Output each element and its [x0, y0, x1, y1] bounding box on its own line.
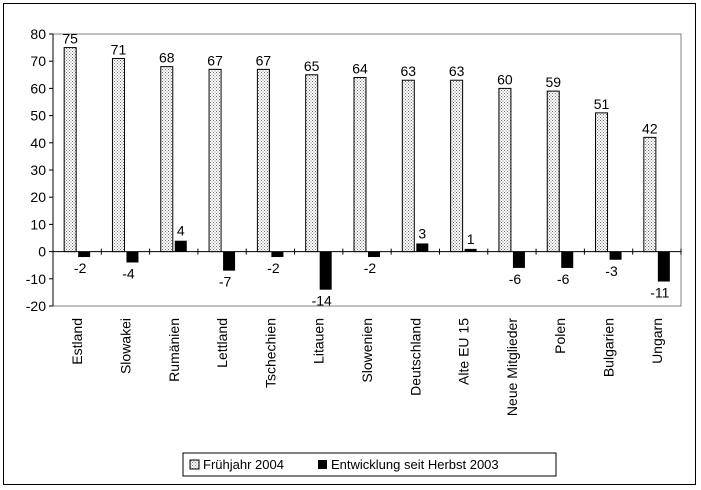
- data-label-fruehjahr: 59: [545, 74, 561, 90]
- bar-entwicklung: [319, 251, 332, 290]
- data-label-fruehjahr: 63: [449, 63, 465, 79]
- data-label-entwicklung: -2: [74, 260, 87, 276]
- bar-fruehjahr: [595, 112, 609, 253]
- data-label-fruehjahr: 67: [256, 52, 272, 68]
- data-label-fruehjahr: 67: [207, 52, 223, 68]
- y-tick-label: 30: [30, 162, 46, 178]
- bar-fruehjahr: [546, 90, 560, 253]
- y-tick-label: 20: [30, 189, 46, 205]
- bar-entwicklung: [464, 248, 477, 252]
- data-label-entwicklung: -4: [122, 265, 135, 281]
- x-category-label: Tschechien: [262, 318, 278, 388]
- data-label-entwicklung: -3: [605, 263, 618, 279]
- data-label-entwicklung: 4: [177, 223, 185, 239]
- bar-entwicklung: [609, 251, 622, 260]
- data-label-fruehjahr: 75: [62, 31, 78, 47]
- legend-label-fruehjahr: Frühjahr 2004: [203, 457, 284, 472]
- legend-swatch-entwicklung: [318, 460, 327, 469]
- data-label-entwicklung: -6: [509, 271, 522, 287]
- bar-entwicklung: [174, 240, 187, 252]
- y-tick-label: 50: [30, 108, 46, 124]
- x-category-label: Bulgarien: [601, 318, 617, 377]
- y-tick-label: -20: [26, 298, 46, 314]
- y-tick-label: 10: [30, 216, 46, 232]
- y-tick-label: -10: [26, 271, 46, 287]
- bar-entwicklung: [368, 251, 380, 258]
- x-category-label: Deutschland: [407, 318, 423, 396]
- bar-fruehjahr: [111, 57, 125, 253]
- data-label-fruehjahr: 51: [594, 96, 610, 112]
- y-tick-label: 80: [30, 26, 46, 42]
- data-label-fruehjahr: 42: [642, 120, 658, 136]
- y-tick-label: 40: [30, 135, 46, 151]
- bar-entwicklung: [126, 251, 139, 263]
- legend-swatch-fruehjahr: [189, 459, 200, 470]
- x-category-label: Slowakei: [117, 318, 133, 374]
- x-category-label: Lettland: [214, 318, 230, 368]
- data-label-fruehjahr: 71: [111, 41, 127, 57]
- data-label-fruehjahr: 68: [159, 50, 175, 66]
- bar-fruehjahr: [643, 136, 657, 253]
- legend: Frühjahr 2004 Entwicklung seit Herbst 20…: [182, 452, 557, 477]
- bar-fruehjahr: [353, 77, 367, 253]
- bar-fruehjahr: [401, 79, 415, 253]
- data-label-entwicklung: -6: [557, 271, 570, 287]
- legend-label-entwicklung: Entwicklung seit Herbst 2003: [331, 457, 499, 472]
- bar-entwicklung: [271, 251, 284, 258]
- bar-entwicklung: [657, 251, 670, 282]
- y-tick-label: 0: [38, 244, 46, 260]
- bar-fruehjahr: [208, 68, 222, 253]
- bar-fruehjahr: [305, 74, 319, 253]
- data-label-fruehjahr: 64: [352, 61, 368, 77]
- data-label-entwicklung: 1: [467, 231, 475, 247]
- x-category-label: Rumänien: [166, 318, 182, 382]
- bar-fruehjahr: [160, 66, 174, 253]
- x-category-label: Neue Mitglieder: [504, 318, 520, 416]
- data-label-fruehjahr: 60: [497, 71, 513, 87]
- bar-entwicklung: [561, 251, 574, 268]
- chart-frame: [3, 3, 696, 485]
- bar-fruehjahr: [498, 87, 512, 253]
- data-label-entwicklung: -14: [312, 293, 332, 309]
- bar-entwicklung: [512, 251, 525, 268]
- x-category-label: Estland: [69, 318, 85, 365]
- x-category-label: Litauen: [311, 318, 327, 364]
- data-label-entwicklung: -11: [650, 285, 669, 301]
- bar-fruehjahr: [63, 47, 77, 253]
- bar-entwicklung: [223, 251, 236, 271]
- data-label-fruehjahr: 65: [304, 58, 320, 74]
- data-label-entwicklung: -2: [267, 260, 280, 276]
- bar-fruehjahr: [256, 68, 270, 253]
- x-category-label: Ungarn: [649, 318, 665, 364]
- x-category-label: Slowenien: [359, 318, 375, 383]
- bar-fruehjahr: [450, 79, 464, 253]
- x-category-label: Alte EU 15: [456, 318, 472, 385]
- y-tick-label: 60: [30, 80, 46, 96]
- data-label-entwicklung: 3: [418, 225, 426, 241]
- bar-entwicklung: [78, 251, 91, 258]
- data-label-fruehjahr: 63: [401, 63, 417, 79]
- data-label-entwicklung: -2: [364, 260, 377, 276]
- y-tick-label: 70: [30, 53, 46, 69]
- data-label-entwicklung: -7: [219, 274, 232, 290]
- x-category-label: Polen: [552, 318, 568, 354]
- bar-entwicklung: [416, 243, 429, 252]
